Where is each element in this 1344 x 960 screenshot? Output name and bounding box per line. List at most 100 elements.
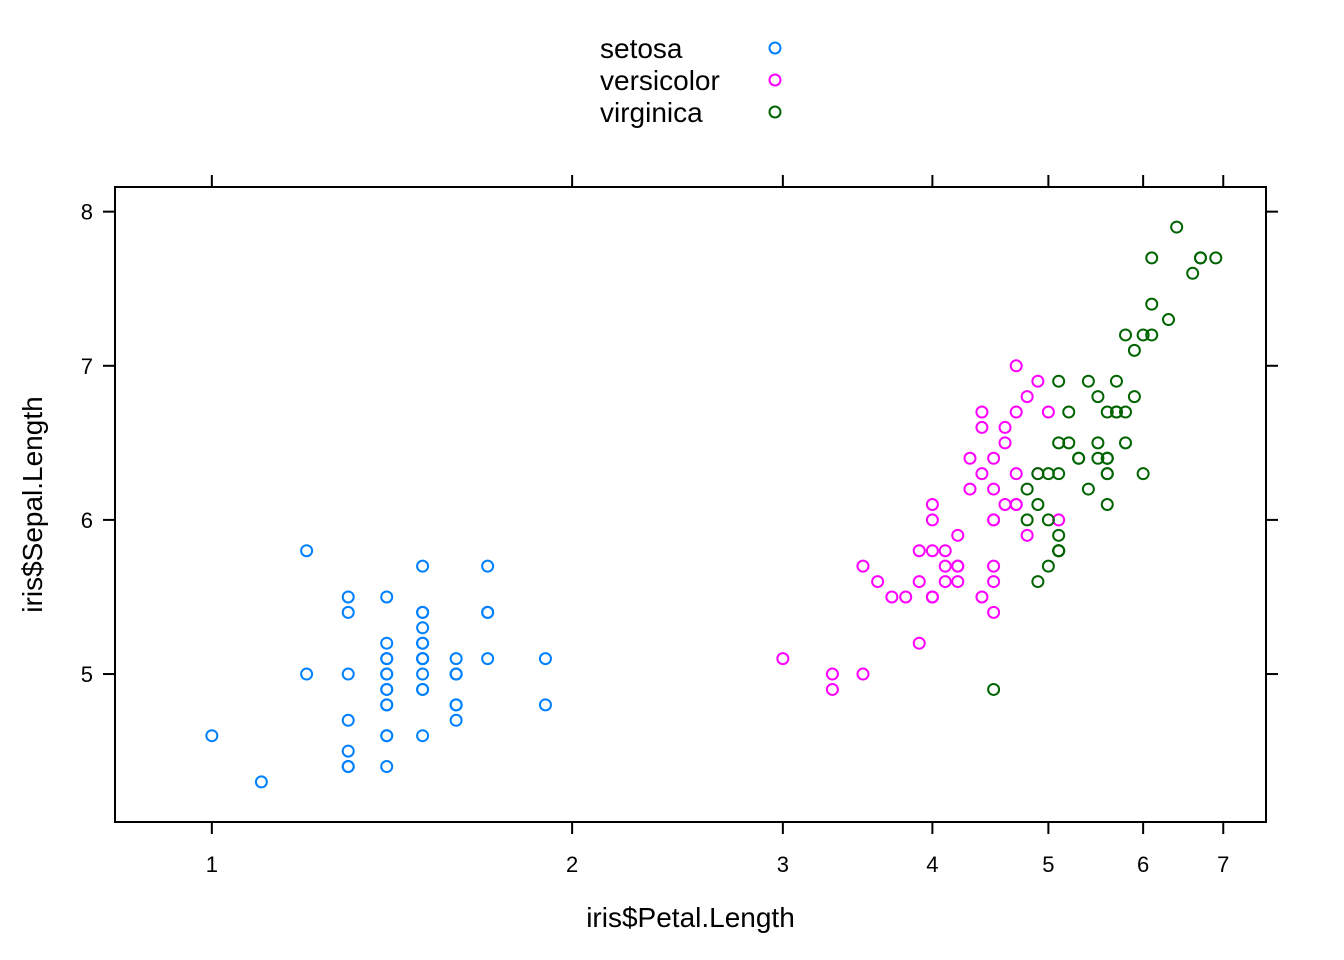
- point-setosa: [300, 544, 314, 558]
- point-versicolor: [975, 590, 989, 604]
- point-versicolor: [987, 605, 1001, 619]
- point-virginica: [1072, 451, 1086, 465]
- legend-label-versicolor: versicolor: [600, 65, 720, 96]
- point-setosa: [416, 667, 430, 681]
- point-virginica: [1170, 220, 1184, 234]
- point-versicolor: [871, 575, 885, 589]
- point-setosa: [341, 667, 355, 681]
- point-virginica: [1091, 436, 1105, 450]
- legend-label-setosa: setosa: [600, 33, 683, 64]
- point-versicolor: [912, 636, 926, 650]
- point-virginica: [1136, 328, 1150, 342]
- point-versicolor: [1041, 405, 1055, 419]
- x-tick-label: 5: [1042, 852, 1054, 877]
- y-tick-label: 5: [81, 662, 93, 687]
- point-versicolor: [938, 559, 952, 573]
- point-virginica: [1145, 328, 1159, 342]
- point-versicolor: [856, 667, 870, 681]
- x-tick-label: 4: [926, 852, 938, 877]
- point-virginica: [1031, 467, 1045, 481]
- point-setosa: [416, 559, 430, 573]
- point-versicolor: [975, 420, 989, 434]
- legend-marker-virginica: [768, 105, 782, 119]
- legend-marker-versicolor: [768, 73, 782, 87]
- x-tick-label: 2: [566, 852, 578, 877]
- point-setosa: [416, 652, 430, 666]
- point-setosa: [538, 698, 552, 712]
- y-tick-label: 7: [81, 354, 93, 379]
- x-tick-label: 6: [1137, 852, 1149, 877]
- point-setosa: [449, 652, 463, 666]
- point-virginica: [1145, 251, 1159, 265]
- y-axis: 5 6 7 8: [81, 200, 1278, 687]
- point-versicolor: [825, 682, 839, 696]
- point-versicolor: [998, 498, 1012, 511]
- point-setosa: [538, 652, 552, 666]
- point-versicolor: [963, 451, 977, 465]
- point-virginica: [1119, 436, 1133, 450]
- point-setosa: [205, 729, 219, 743]
- point-virginica: [1209, 251, 1223, 265]
- point-versicolor: [1009, 359, 1023, 373]
- point-setosa: [449, 667, 463, 681]
- point-setosa: [341, 605, 355, 619]
- point-setosa: [380, 682, 394, 696]
- data-points: [205, 220, 1223, 789]
- point-virginica: [1062, 436, 1076, 450]
- point-virginica: [1081, 482, 1095, 496]
- point-setosa: [416, 621, 430, 635]
- point-virginica: [1186, 266, 1200, 280]
- point-virginica: [1127, 343, 1141, 357]
- point-versicolor: [1020, 528, 1034, 542]
- point-setosa: [380, 652, 394, 666]
- point-virginica: [1031, 575, 1045, 589]
- point-virginica: [1119, 328, 1133, 342]
- point-versicolor: [912, 575, 926, 589]
- point-virginica: [1136, 467, 1150, 481]
- point-versicolor: [938, 575, 952, 589]
- point-setosa: [254, 775, 268, 789]
- point-versicolor: [912, 544, 926, 558]
- point-virginica: [1041, 467, 1055, 481]
- point-versicolor: [987, 451, 1001, 465]
- point-virginica: [1145, 297, 1159, 311]
- point-virginica: [1109, 405, 1123, 419]
- point-versicolor: [925, 590, 939, 604]
- point-setosa: [380, 698, 394, 712]
- point-virginica: [987, 682, 1001, 696]
- point-virginica: [1119, 405, 1133, 419]
- point-setosa: [416, 636, 430, 650]
- point-versicolor: [1031, 374, 1045, 388]
- point-virginica: [1127, 390, 1141, 404]
- x-tick-label: 7: [1217, 852, 1229, 877]
- point-versicolor: [975, 467, 989, 481]
- x-axis-title: iris$Petal.Length: [586, 902, 795, 933]
- y-tick-label: 6: [81, 508, 93, 533]
- point-virginica: [1020, 482, 1034, 496]
- point-versicolor: [856, 559, 870, 573]
- point-versicolor: [938, 544, 952, 558]
- point-versicolor: [987, 482, 1001, 496]
- legend-label-virginica: virginica: [600, 97, 703, 128]
- point-versicolor: [1009, 498, 1023, 511]
- x-tick-label: 1: [206, 852, 218, 877]
- x-axis: 1 2 3 4 5 6 7: [206, 175, 1229, 877]
- point-setosa: [341, 744, 355, 758]
- point-versicolor: [925, 544, 939, 558]
- point-versicolor: [776, 652, 790, 666]
- point-virginica: [1161, 313, 1175, 327]
- point-versicolor: [1020, 390, 1034, 404]
- point-versicolor: [1009, 467, 1023, 481]
- point-virginica: [1100, 498, 1114, 511]
- series-virginica: [987, 220, 1223, 696]
- point-virginica: [1109, 374, 1123, 388]
- point-virginica: [1020, 513, 1034, 527]
- point-versicolor: [951, 575, 965, 589]
- point-virginica: [1041, 559, 1055, 573]
- point-versicolor: [925, 513, 939, 527]
- point-virginica: [1052, 544, 1066, 558]
- point-virginica: [1100, 467, 1114, 481]
- point-setosa: [341, 713, 355, 727]
- point-setosa: [300, 667, 314, 681]
